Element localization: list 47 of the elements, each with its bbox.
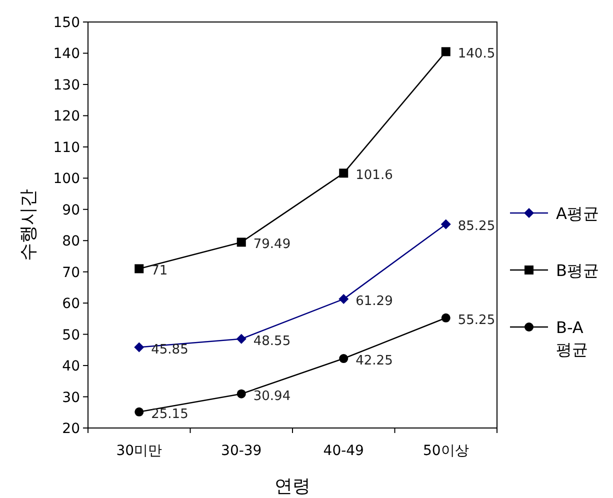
data-label: 101.6 <box>356 168 393 184</box>
y-tick-label: 140 <box>53 46 80 62</box>
y-tick-label: 60 <box>62 296 80 312</box>
y-tick-label: 120 <box>53 108 80 125</box>
data-label: 55.25 <box>458 312 496 328</box>
point <box>339 168 348 178</box>
point <box>236 238 246 247</box>
x-axis-title: 연령 <box>274 476 310 497</box>
x-tick-label: 30미만 <box>116 443 162 459</box>
point <box>441 313 450 322</box>
y-tick-label: 100 <box>53 171 80 188</box>
y-tick-label: 150 <box>53 15 80 31</box>
data-label: 25.15 <box>151 406 188 422</box>
point <box>441 47 450 56</box>
point <box>339 354 348 364</box>
data-label: 71 <box>151 264 168 279</box>
y-axis-title: 수행시간 <box>18 189 39 261</box>
point <box>236 389 246 398</box>
data-label: 140.5 <box>458 46 496 62</box>
point <box>134 342 144 352</box>
y-tick-label: 110 <box>53 140 80 156</box>
point <box>134 264 144 274</box>
data-label: 30.94 <box>253 388 291 404</box>
x-tick-label: 40-49 <box>323 443 364 459</box>
point <box>134 407 144 416</box>
y-tick-label: 130 <box>53 77 80 94</box>
data-label: 61.29 <box>356 294 393 310</box>
y-tick-label: 70 <box>62 264 80 281</box>
legend-label: B평균 <box>556 261 599 280</box>
point <box>338 294 349 304</box>
data-label: 45.85 <box>151 342 188 358</box>
y-tick-label: 30 <box>62 390 80 406</box>
y-tick-label: 40 <box>62 358 80 375</box>
x-tick-label: 50이상 <box>422 443 469 459</box>
x-tick-label: 30-39 <box>221 443 262 459</box>
legend-label: A평균 <box>556 204 599 223</box>
data-label: 85.25 <box>458 219 496 234</box>
data-label: 42.25 <box>356 354 393 369</box>
data-label: 79.49 <box>253 237 291 252</box>
y-tick-label: 80 <box>62 234 80 250</box>
data-label: 48.55 <box>253 334 291 349</box>
y-tick-label: 50 <box>62 327 80 344</box>
y-tick-label: 20 <box>62 421 80 437</box>
point <box>440 219 451 230</box>
legend-label: B-A 평균 <box>556 318 588 359</box>
point <box>236 334 246 344</box>
y-tick-label: 90 <box>62 202 80 218</box>
